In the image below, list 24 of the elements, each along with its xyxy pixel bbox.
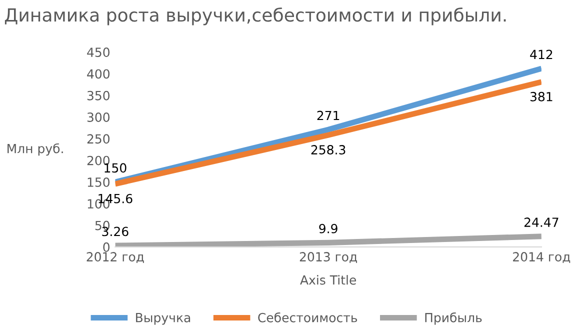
x-tick-label: 2013 год [300,252,357,264]
data-label: 258.3 [311,145,346,154]
legend-label: Себестоимость [258,312,358,322]
y-tick-label: 0 [103,242,110,252]
chart-title: Динамика роста выручки,себестоимости и прибыли. [4,8,506,26]
y-axis-title: Млн руб. [8,143,63,156]
y-tick-label: 200 [87,156,110,166]
legend-label: Выручка [136,313,190,325]
x-axis-title: Axis Title [300,275,356,285]
data-label: 381 [530,92,552,102]
y-tick-label: 450 [87,48,110,58]
data-label: 9.9 [319,224,338,234]
y-tick-label: 350 [87,90,110,100]
y-tick-label: 150 [88,177,110,187]
x-tick-label: 2012 год [86,252,144,264]
y-tick-label: 300 [87,112,110,122]
y-tick-label: 250 [87,134,110,144]
data-label: 412 [530,50,552,59]
y-tick-label: 400 [87,69,110,79]
data-label: 271 [317,110,340,120]
data-label: 24.47 [524,218,558,227]
legend-label: Прибыль [425,312,482,325]
x-tick-label: 2014 год [513,252,570,264]
data-label: 150 [104,163,126,173]
